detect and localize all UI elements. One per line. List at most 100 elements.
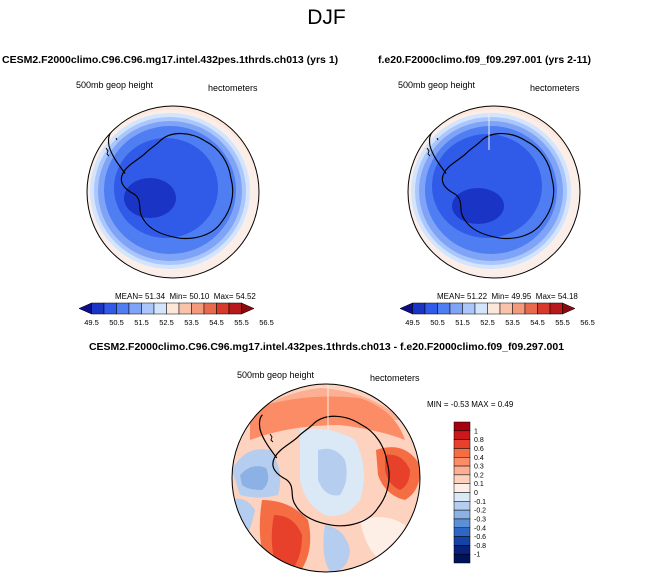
colorbar-box (178, 302, 192, 315)
colorbar-box (453, 518, 471, 528)
colorbar-box (453, 553, 471, 564)
left-min-value: 50.10 (189, 292, 210, 301)
right-max-label: Max= (535, 292, 556, 301)
colorbar-tick-label: 52.5 (480, 318, 495, 327)
left-panel-title: CESM2.F2000climo.C96.C96.mg17.intel.432p… (2, 54, 339, 66)
right-min-value: 49.95 (511, 292, 532, 301)
colorbar-tick-label: -0.6 (474, 534, 486, 541)
colorbar-box (103, 302, 117, 315)
diff-units-label: hectometers (370, 373, 420, 383)
colorbar-box (453, 421, 471, 432)
colorbar-tick-label: 49.5 (84, 318, 99, 327)
left-colorbar: 49.5 50.5 51.5 52.5 53.5 54.5 55.5 56.5 (78, 302, 274, 327)
colorbar-tick-label: 56.5 (580, 318, 595, 327)
colorbar-box (474, 302, 488, 315)
diff-max-label: MAX = (471, 400, 496, 409)
colorbar-box (453, 545, 471, 555)
colorbar-box (191, 302, 205, 315)
right-map-border (407, 105, 581, 279)
diff-min-label: MIN = (427, 400, 449, 409)
colorbar-box (153, 302, 167, 315)
left-coastline-islands (105, 147, 110, 157)
colorbar-tick-label: 53.5 (505, 318, 520, 327)
left-max-value: 54.52 (235, 292, 256, 301)
colorbar-box (128, 302, 142, 315)
colorbar-box (453, 457, 471, 467)
colorbar-box (424, 302, 438, 315)
left-units-label: hectometers (208, 83, 258, 93)
colorbar-box (453, 430, 471, 440)
left-map-border (86, 105, 260, 279)
colorbar-tick-label: 50.5 (430, 318, 445, 327)
left-contour-50 (124, 178, 176, 218)
colorbar-tick-label: 0.1 (474, 481, 484, 488)
colorbar-box (549, 302, 563, 315)
colorbar-tick-label: 0.8 (474, 437, 484, 444)
colorbar-tick-label: 51.5 (455, 318, 470, 327)
colorbar-tick-label: 54.5 (530, 318, 545, 327)
colorbar-tick-label: -0.4 (474, 525, 486, 532)
left-map (86, 105, 260, 279)
right-variable-label: 500mb geop height (398, 80, 476, 90)
diff-variable-label: 500mb geop height (237, 370, 315, 380)
colorbar-box (487, 302, 501, 315)
colorbar-box (499, 302, 513, 315)
colorbar-box (512, 302, 526, 315)
colorbar-box (216, 302, 230, 315)
colorbar-tick-label: 55.5 (234, 318, 249, 327)
colorbar-arrow-low (78, 302, 92, 315)
colorbar-box (141, 302, 155, 315)
colorbar-tick-label: 52.5 (159, 318, 174, 327)
diff-stats: MIN = -0.53 MAX = 0.49 (427, 400, 513, 409)
colorbar-arrow-high (562, 302, 576, 315)
colorbar-box (453, 536, 471, 546)
diff-map-border (231, 383, 421, 573)
right-units-label: hectometers (530, 83, 580, 93)
colorbar-box (453, 439, 471, 449)
colorbar-box (462, 302, 476, 315)
colorbar-box (453, 448, 471, 458)
left-variable-label: 500mb geop height (76, 80, 154, 90)
diff-max-value: 0.49 (497, 400, 514, 409)
colorbar-box (203, 302, 217, 315)
left-mean-value: 51.34 (145, 292, 166, 301)
right-mean-value: 51.22 (467, 292, 488, 301)
colorbar-tick-label: 55.5 (555, 318, 570, 327)
colorbar-tick-label: -1 (474, 552, 480, 559)
right-mean-label: MEAN= (437, 292, 465, 301)
left-mean-label: MEAN= (115, 292, 143, 301)
colorbar-tick-label: 54.5 (209, 318, 224, 327)
right-colorbar: 49.5 50.5 51.5 52.5 53.5 54.5 55.5 56.5 (399, 302, 595, 327)
colorbar-box (453, 501, 471, 511)
right-contour-50 (452, 188, 504, 224)
left-stats: MEAN= 51.34 Min= 50.10 Max= 54.52 (115, 292, 256, 301)
left-min-label: Min= (169, 292, 188, 301)
diff-min-value: -0.53 (450, 400, 470, 409)
colorbar-arrow-high (241, 302, 255, 315)
colorbar-tick-label: 0.3 (474, 464, 484, 471)
colorbar-tick-label: 1 (474, 428, 478, 435)
right-min-label: Min= (491, 292, 510, 301)
colorbar-box (437, 302, 451, 315)
colorbar-box (453, 474, 471, 484)
colorbar-box (453, 492, 471, 502)
colorbar-box (116, 302, 130, 315)
colorbar-tick-label: 0.6 (474, 446, 484, 453)
colorbar-tick-label: -0.1 (474, 499, 486, 506)
colorbar-box (91, 302, 105, 315)
colorbar-box (412, 302, 426, 315)
colorbar-tick-label: -0.8 (474, 543, 486, 550)
colorbar-box (453, 483, 471, 493)
diff-neg-south (323, 525, 350, 572)
colorbar-box (228, 302, 242, 315)
colorbar-tick-label: 50.5 (109, 318, 124, 327)
right-coastline-islands (426, 147, 431, 157)
colorbar-arrow-low (399, 302, 413, 315)
colorbar-tick-label: -0.3 (474, 516, 486, 523)
colorbar-tick-label: 51.5 (134, 318, 149, 327)
colorbar-box (453, 509, 471, 520)
colorbar-tick-label: 53.5 (184, 318, 199, 327)
colorbar-tick-label: 0 (474, 490, 478, 497)
diff-colorbar: 1 0.8 0.6 0.4 0.30.2 0.1 0 -0.1 -0.2-0.3 -0.4 -0.6… (453, 421, 486, 564)
